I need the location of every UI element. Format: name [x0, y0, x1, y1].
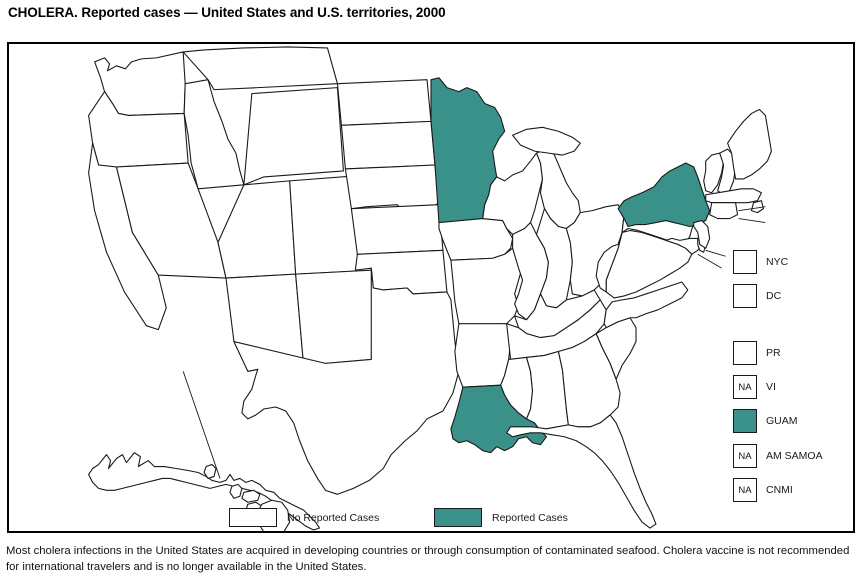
- territory-swatch-nyc: [733, 250, 757, 274]
- legend-swatch-no-reported-cases: [229, 508, 277, 527]
- state-rhodeisland: [750, 200, 764, 214]
- territory-swatch-pr: [733, 341, 757, 365]
- leader-lines: [697, 206, 766, 269]
- state-arkansas: [454, 323, 512, 388]
- state-alaska: [88, 452, 321, 531]
- state-southdakota: [340, 120, 436, 170]
- legend-swatch-reported-cases: [434, 508, 482, 527]
- state-iowa: [438, 218, 514, 261]
- footnote-text: Most cholera infections in the United St…: [6, 545, 850, 573]
- state-florida: [506, 414, 657, 529]
- state-northdakota: [336, 79, 432, 126]
- state-utah: [217, 180, 297, 279]
- territory-legend-item-dc[interactable]: DC: [733, 284, 781, 308]
- state-texas: [233, 267, 460, 495]
- state-newyork: [617, 162, 711, 228]
- territory-swatch-text: NA: [738, 450, 752, 462]
- state-connecticut: [709, 202, 739, 220]
- legend-label-reported-cases: Reported Cases: [492, 511, 568, 524]
- state-idaho: [183, 79, 245, 190]
- territory-legend-item-pr[interactable]: PR: [733, 341, 781, 365]
- state-nevada: [115, 162, 227, 279]
- map-frame: NYC DC PR NA VI GUAM NA AM SAMOA NA CNMI…: [7, 42, 855, 533]
- territory-legend-item-vi[interactable]: NA VI: [733, 375, 776, 399]
- state-wyoming: [243, 87, 344, 186]
- legend-item-reported-cases[interactable]: Reported Cases: [434, 508, 568, 527]
- territory-swatch-cnmi: NA: [733, 478, 757, 502]
- territory-label-guam: GUAM: [766, 415, 798, 427]
- state-newjersey: [693, 220, 711, 249]
- state-maine: [727, 108, 772, 180]
- state-hawaii-a: [203, 464, 217, 479]
- alaska-inset-divider: [182, 371, 221, 479]
- state-michigan-up: [512, 126, 581, 156]
- state-vermont: [703, 152, 725, 194]
- state-kansas: [350, 204, 444, 255]
- territory-label-am-samoa: AM SAMOA: [766, 450, 823, 462]
- territory-legend-item-guam[interactable]: GUAM: [733, 409, 798, 433]
- state-hawaii-b: [229, 483, 243, 499]
- us-choropleth-map: [88, 46, 772, 531]
- state-westvirginia: [595, 231, 623, 293]
- territory-swatch-text: NA: [738, 484, 752, 496]
- territory-label-vi: VI: [766, 381, 776, 393]
- legend-item-no-reported-cases[interactable]: No Reported Cases: [229, 508, 379, 527]
- state-hawaii-c: [241, 489, 261, 503]
- state-massachusetts: [705, 188, 762, 204]
- state-northcarolina: [603, 281, 689, 329]
- state-montana: [182, 46, 338, 91]
- territory-swatch-dc: [733, 284, 757, 308]
- state-georgia: [557, 333, 621, 428]
- territory-legend-item-am-samoa[interactable]: NA AM SAMOA: [733, 444, 823, 468]
- territory-legend-item-cnmi[interactable]: NA CNMI: [733, 478, 793, 502]
- territory-legend-item-nyc[interactable]: NYC: [733, 250, 788, 274]
- state-virginia: [605, 229, 693, 299]
- territory-swatch-guam: [733, 409, 757, 433]
- territory-label-pr: PR: [766, 347, 781, 359]
- territory-label-nyc: NYC: [766, 256, 789, 268]
- legend-label-no-reported-cases: No Reported Cases: [287, 511, 380, 524]
- territory-label-dc: DC: [766, 290, 782, 302]
- state-missouri: [450, 247, 524, 327]
- state-newmexico: [295, 269, 374, 366]
- territory-swatch-vi: NA: [733, 375, 757, 399]
- territory-swatch-am-samoa: NA: [733, 444, 757, 468]
- territory-swatch-text: NA: [738, 381, 752, 393]
- page-title: CHOLERA. Reported cases — United States …: [8, 5, 446, 20]
- territory-label-cnmi: CNMI: [766, 484, 793, 496]
